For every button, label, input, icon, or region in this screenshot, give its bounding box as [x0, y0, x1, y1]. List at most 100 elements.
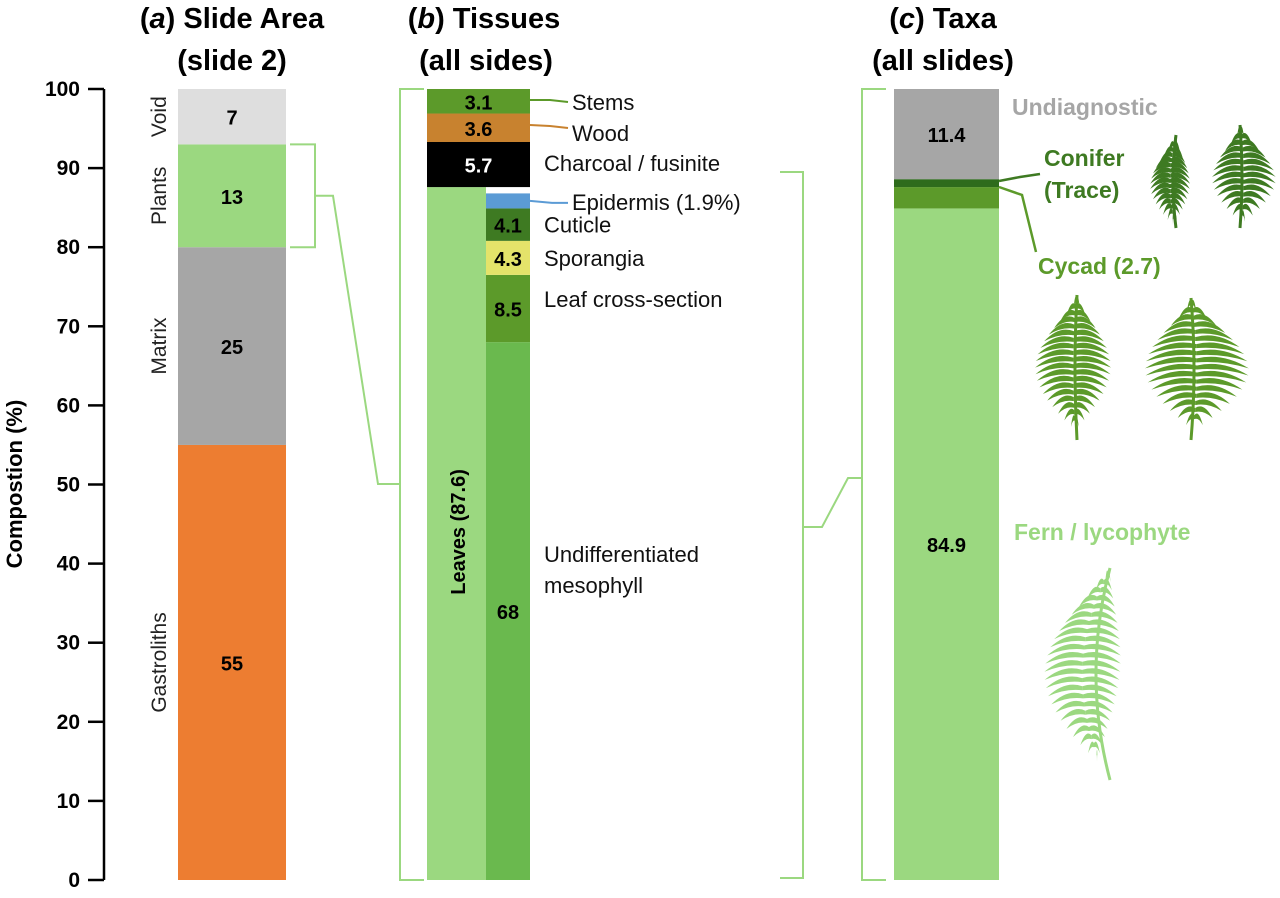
cycad-leaf-leaflet: [1191, 299, 1197, 312]
cycad-leaf-icon: [1144, 297, 1249, 441]
conifer-branch-leaflet: [1212, 165, 1244, 177]
y-tick-label: 100: [45, 78, 80, 101]
cycad-frond-leaflet: [1073, 355, 1112, 368]
cycad-frond-leaflet: [1036, 369, 1074, 381]
bar-b-cuticle: [486, 208, 530, 241]
conifer-branch-leaflet: [1213, 178, 1244, 190]
fern-frond-leaflet: [1085, 635, 1121, 648]
category-label-fern: Fern / lycophyte: [1014, 519, 1190, 545]
fern-frond-leaflet: [1100, 586, 1114, 599]
category-label-matrix: Matrix: [148, 317, 171, 375]
fern-frond-leaflet: [1087, 586, 1101, 599]
leader-b-epidermis: [529, 199, 568, 204]
bracket-b-right: [780, 171, 804, 879]
y-tick-label: 30: [57, 632, 80, 655]
bracket-c-left: [861, 88, 886, 881]
fern-frond-rachis: [1094, 567, 1112, 781]
y-tick-label: 10: [57, 790, 80, 813]
y-tick-label: 60: [57, 394, 80, 417]
fern-frond-leaflet: [1082, 660, 1121, 672]
cycad-frond-leaflet: [1073, 395, 1096, 408]
fern-frond-leaflet: [1082, 668, 1120, 680]
cycad-frond-leaflet: [1066, 303, 1076, 315]
fern-frond-leaflet: [1085, 709, 1111, 721]
conifer-sprig-leaflet: [1173, 135, 1176, 148]
conifer-branch-leaflet: [1243, 152, 1271, 164]
conifer-branch-icon: [1212, 124, 1276, 229]
bar-c-cycad: [894, 187, 999, 209]
labels: 55 Gastroliths 25 Matrix 13 Plants 7 Void 68 Undi…: [148, 90, 1190, 713]
cycad-frond-leaflet: [1060, 309, 1076, 322]
cycad-frond-leaflet: [1073, 362, 1111, 375]
cycad-leaf-leaflet: [1196, 356, 1249, 369]
fern-frond-leaflet: [1107, 570, 1111, 583]
conifer-sprig-leaflet: [1172, 213, 1174, 226]
category-label-charcoal: Charcoal / fusinite: [544, 151, 720, 176]
fern-frond-leaflet: [1045, 651, 1084, 664]
cycad-leaf-leaflet: [1193, 314, 1217, 326]
data-label-a-matrix: 25: [221, 337, 243, 359]
y-tick-label: 70: [57, 315, 80, 338]
fern-frond-leaflet: [1066, 717, 1088, 729]
bars: [178, 89, 999, 881]
conifer-sprig-leaflet: [1170, 172, 1191, 184]
brackets: [290, 88, 1041, 881]
conifer-sprig-leaflet: [1170, 177, 1190, 189]
cycad-frond-leaflet: [1074, 402, 1090, 414]
cycad-frond-leaflet: [1070, 415, 1075, 427]
cycad-frond-leaflet: [1040, 336, 1074, 348]
conifer-sprig-leaflet: [1170, 187, 1188, 200]
bar-a-plants: [178, 144, 286, 248]
cycad-frond-leaflet: [1042, 382, 1074, 394]
conifer-branch-leaflet: [1243, 165, 1276, 177]
cycad-frond-leaflet: [1073, 349, 1111, 362]
cycad-leaf-leaflet: [1145, 363, 1197, 376]
leader-c-conifer: [998, 172, 1041, 183]
bar-c-undiagnostic: [894, 89, 999, 180]
leader-b-stems: [530, 99, 569, 103]
cycad-frond-leaflet: [1058, 402, 1074, 414]
cycad-frond-leaflet: [1048, 323, 1075, 335]
fern-frond-leaflet: [1083, 651, 1121, 664]
fern-frond-leaflet: [1083, 692, 1115, 705]
cycad-leaf-leaflet: [1192, 307, 1207, 319]
conifer-branch-leaflet: [1243, 158, 1274, 171]
conifer-sprig-leaflet: [1151, 182, 1171, 195]
data-label-c-undiagnostic: 11.4: [928, 125, 967, 147]
conifer-branch-leaflet: [1213, 158, 1244, 171]
conifer-sprig-leaflet: [1152, 187, 1171, 200]
fern-frond-leaflet: [1093, 603, 1117, 615]
panel-c-title-line2: (all slides): [872, 45, 1014, 77]
fern-frond-leaflet: [1045, 676, 1083, 689]
conifer-branch-leaflet: [1243, 178, 1275, 190]
cycad-leaf-leaflet: [1157, 328, 1196, 340]
svg-text:(b) Tissues: (b) Tissues: [408, 3, 561, 35]
cycad-leaf-leaflet: [1163, 321, 1195, 333]
conifer-branch-leaflet: [1216, 152, 1244, 164]
fern-frond-leaflet: [1044, 660, 1083, 672]
cycad-frond-leaflet: [1047, 388, 1074, 401]
cycad-frond-leaflet: [1073, 375, 1107, 388]
cycad-frond-leaflet: [1075, 309, 1091, 322]
fern-frond-leaflet: [1084, 700, 1113, 713]
cycad-leaf-leaflet: [1195, 406, 1213, 419]
cycad-frond-leaflet: [1054, 316, 1075, 329]
cycad-frond-leaflet: [1074, 408, 1085, 421]
fern-frond-leaflet: [1055, 700, 1085, 713]
panel-b-title: (b) Tissues (all sides): [408, 3, 561, 77]
fern-frond-leaflet: [1047, 643, 1085, 656]
panel-b-title-line2: (all sides): [419, 45, 553, 77]
data-label-a-plants: 13: [221, 187, 243, 209]
cycad-leaf-leaflet: [1151, 378, 1197, 390]
fern-frond-leaflet: [1051, 692, 1084, 705]
conifer-branch-leaflet: [1242, 210, 1246, 222]
data-label-c-fern: 84.9: [927, 535, 966, 557]
bar-b-mesophyll: [486, 342, 530, 880]
cycad-leaf-leaflet: [1195, 335, 1240, 348]
y-tick-label: 0: [68, 869, 80, 892]
conifer-branch-leaflet: [1243, 171, 1276, 184]
bar-b-wood: [427, 113, 530, 142]
fern-frond-leaflet: [1088, 741, 1094, 754]
category-label-cycad: Cycad (2.7): [1038, 253, 1161, 279]
fern-frond-leaflet: [1096, 594, 1115, 607]
